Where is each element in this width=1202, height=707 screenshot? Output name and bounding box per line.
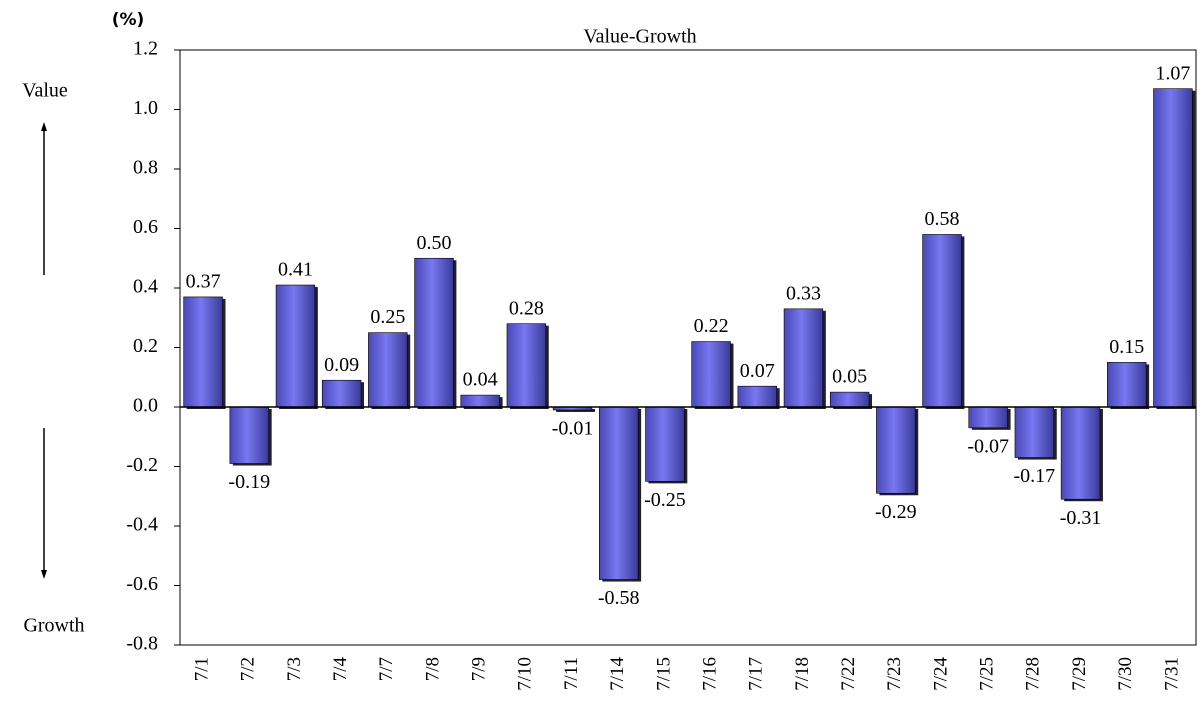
value-label: -0.01 (552, 418, 594, 440)
bar (599, 406, 639, 580)
x-tick-label: 7/23 (884, 657, 905, 691)
arrow-head (41, 122, 47, 131)
bar (1107, 362, 1147, 408)
x-tick-label: 7/3 (284, 657, 305, 681)
value-label: -0.31 (1060, 507, 1102, 529)
value-label: 0.09 (324, 354, 359, 376)
x-tick-label: 7/29 (1069, 657, 1090, 691)
x-tick-label: 7/4 (330, 657, 351, 682)
x-tick-label: 7/10 (515, 657, 536, 691)
bar (368, 332, 408, 408)
bar (737, 385, 777, 408)
y-tick-label: 0.8 (133, 157, 158, 179)
y-tick-label: 0.0 (133, 395, 158, 417)
bar (876, 406, 916, 494)
x-tick-label: 7/2 (238, 657, 259, 681)
value-label: -0.17 (1014, 465, 1056, 487)
bar (1014, 406, 1055, 458)
bar (1153, 88, 1193, 408)
value-label: 0.58 (925, 208, 960, 230)
annotation: Growth (23, 615, 84, 637)
bar (321, 379, 362, 408)
y-tick-label: -0.8 (126, 633, 158, 655)
value-label: 0.37 (186, 271, 221, 293)
y-tick-label: 0.4 (133, 276, 158, 298)
value-label: 0.25 (370, 306, 405, 328)
x-tick-label: 7/24 (930, 657, 951, 691)
y-tick-label: 0.6 (133, 216, 158, 238)
x-tick-label: 7/31 (1161, 657, 1182, 691)
x-tick-label: 7/1 (191, 657, 212, 681)
bar (645, 406, 685, 482)
y-tick-label: 0.2 (133, 335, 158, 357)
y-tick-label: -0.4 (126, 514, 158, 536)
x-tick-label: 7/18 (792, 657, 813, 691)
value-label: 0.15 (1109, 336, 1144, 358)
bar-shadow (556, 409, 595, 412)
bar (460, 394, 500, 408)
bar (229, 406, 269, 464)
x-tick-label: 7/28 (1023, 657, 1044, 691)
value-label: 0.04 (463, 369, 498, 391)
x-tick-label: 7/22 (838, 657, 859, 691)
x-tick-label: 7/30 (1115, 657, 1136, 691)
y-tick-label: 1.2 (133, 38, 158, 60)
y-tick-label: -0.6 (126, 573, 158, 595)
value-label: -0.19 (228, 471, 270, 493)
x-tick-label: 7/17 (746, 657, 767, 691)
chart-title: Value-Growth (583, 26, 696, 48)
annotation: Value (22, 80, 68, 102)
bar (506, 323, 547, 408)
value-label: -0.29 (875, 501, 917, 523)
arrow-head (41, 570, 47, 579)
value-label: -0.07 (967, 435, 1009, 457)
value-label: 0.22 (694, 315, 729, 337)
value-label: 0.05 (832, 366, 867, 388)
y-tick-label: -0.2 (126, 454, 158, 476)
unit-label: (%) (112, 10, 145, 30)
value-label: 0.33 (786, 282, 821, 304)
value-label: 0.28 (509, 297, 544, 319)
x-tick-label: 7/16 (699, 657, 720, 691)
value-label: 0.07 (740, 360, 775, 382)
bar (1060, 406, 1101, 500)
value-label: 0.41 (278, 259, 313, 281)
x-tick-label: 7/14 (607, 657, 628, 691)
bar (829, 391, 870, 408)
x-tick-label: 7/11 (561, 657, 582, 690)
value-label: 1.07 (1155, 62, 1190, 84)
x-tick-label: 7/7 (376, 657, 397, 681)
x-tick-label: 7/9 (469, 657, 490, 681)
bar (783, 308, 824, 408)
y-tick-label: 1.0 (133, 97, 158, 119)
x-tick-label: 7/8 (422, 657, 443, 681)
x-tick-label: 7/25 (977, 657, 998, 691)
bar (968, 406, 1008, 429)
bar (183, 296, 223, 408)
plot-frame (179, 49, 1197, 646)
bar (275, 284, 316, 408)
value-label: 0.50 (417, 232, 452, 254)
value-label: -0.58 (598, 587, 640, 609)
bar (414, 257, 454, 408)
bar (922, 234, 962, 408)
x-tick-label: 7/15 (653, 657, 674, 691)
bar (691, 341, 731, 408)
value-label: -0.25 (644, 489, 686, 511)
